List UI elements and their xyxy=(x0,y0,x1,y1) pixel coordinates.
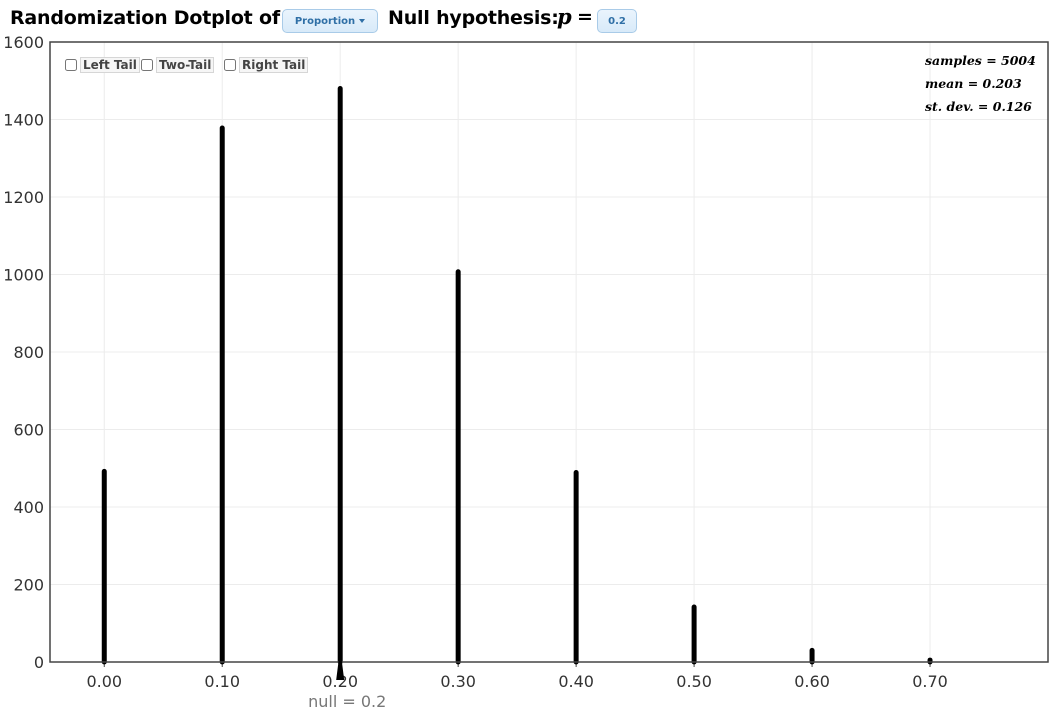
y-tick-label: 1400 xyxy=(3,111,44,130)
x-tick-label: 0.30 xyxy=(440,672,476,691)
null-hypothesis-label: Null hypothesis: xyxy=(388,7,559,29)
left-tail-checkbox[interactable] xyxy=(65,59,77,71)
y-tick-label: 600 xyxy=(13,421,44,440)
x-tick-label: 0.10 xyxy=(204,672,240,691)
chevron-down-icon xyxy=(359,19,366,23)
y-tick-label: 1000 xyxy=(3,266,44,285)
chart-title: Randomization Dotplot of xyxy=(10,7,280,29)
y-tick-label: 1200 xyxy=(3,188,44,207)
y-axis: 0 200 400 600 800 1000 1200 1400 1600 xyxy=(3,33,44,672)
stat-sd: st. dev. = 0.126 xyxy=(925,99,1032,114)
statistic-dropdown[interactable]: Proportion xyxy=(282,9,378,33)
two-tail-checkbox[interactable] xyxy=(141,59,153,71)
null-value-input[interactable]: 0.2 xyxy=(597,9,637,33)
grid-lines xyxy=(50,41,1048,663)
x-axis: 0.00 0.10 0.20 0.30 0.40 0.50 0.60 0.70 xyxy=(86,662,948,691)
data-bars xyxy=(101,86,933,665)
right-tail-toggle[interactable]: Right Tail xyxy=(224,57,309,73)
y-tick-label: 200 xyxy=(13,576,44,595)
x-tick-label: 0.50 xyxy=(676,672,712,691)
y-tick-label: 400 xyxy=(13,498,44,517)
y-tick-label: 800 xyxy=(13,343,44,362)
null-marker-triangle xyxy=(336,648,345,680)
right-tail-checkbox[interactable] xyxy=(224,59,236,71)
x-tick-label: 0.60 xyxy=(794,672,830,691)
x-tick-label: 0.40 xyxy=(558,672,594,691)
statistic-dropdown-label: Proportion xyxy=(294,15,356,27)
x-tick-label: 0.70 xyxy=(912,672,948,691)
two-tail-label: Two-Tail xyxy=(156,57,215,73)
y-tick-label: 0 xyxy=(34,653,44,672)
left-tail-label: Left Tail xyxy=(80,57,140,73)
plot-frame xyxy=(49,41,1049,663)
two-tail-toggle[interactable]: Two-Tail xyxy=(141,57,215,73)
stat-samples: samples = 5004 xyxy=(925,53,1036,68)
equals-sign: = xyxy=(577,6,593,28)
x-tick-label: 0.00 xyxy=(86,672,122,691)
x-tick-label: 0.20 xyxy=(322,672,358,691)
y-tick-label: 1600 xyxy=(3,33,44,52)
null-marker-label: null = 0.2 xyxy=(308,692,386,711)
right-tail-label: Right Tail xyxy=(239,57,309,73)
parameter-symbol: p xyxy=(557,4,572,29)
stat-mean: mean = 0.203 xyxy=(925,76,1022,91)
left-tail-toggle[interactable]: Left Tail xyxy=(65,57,140,73)
null-marker: null = 0.2 xyxy=(308,648,386,711)
chart-header: Randomization Dotplot of Proportion Null… xyxy=(0,0,1064,42)
